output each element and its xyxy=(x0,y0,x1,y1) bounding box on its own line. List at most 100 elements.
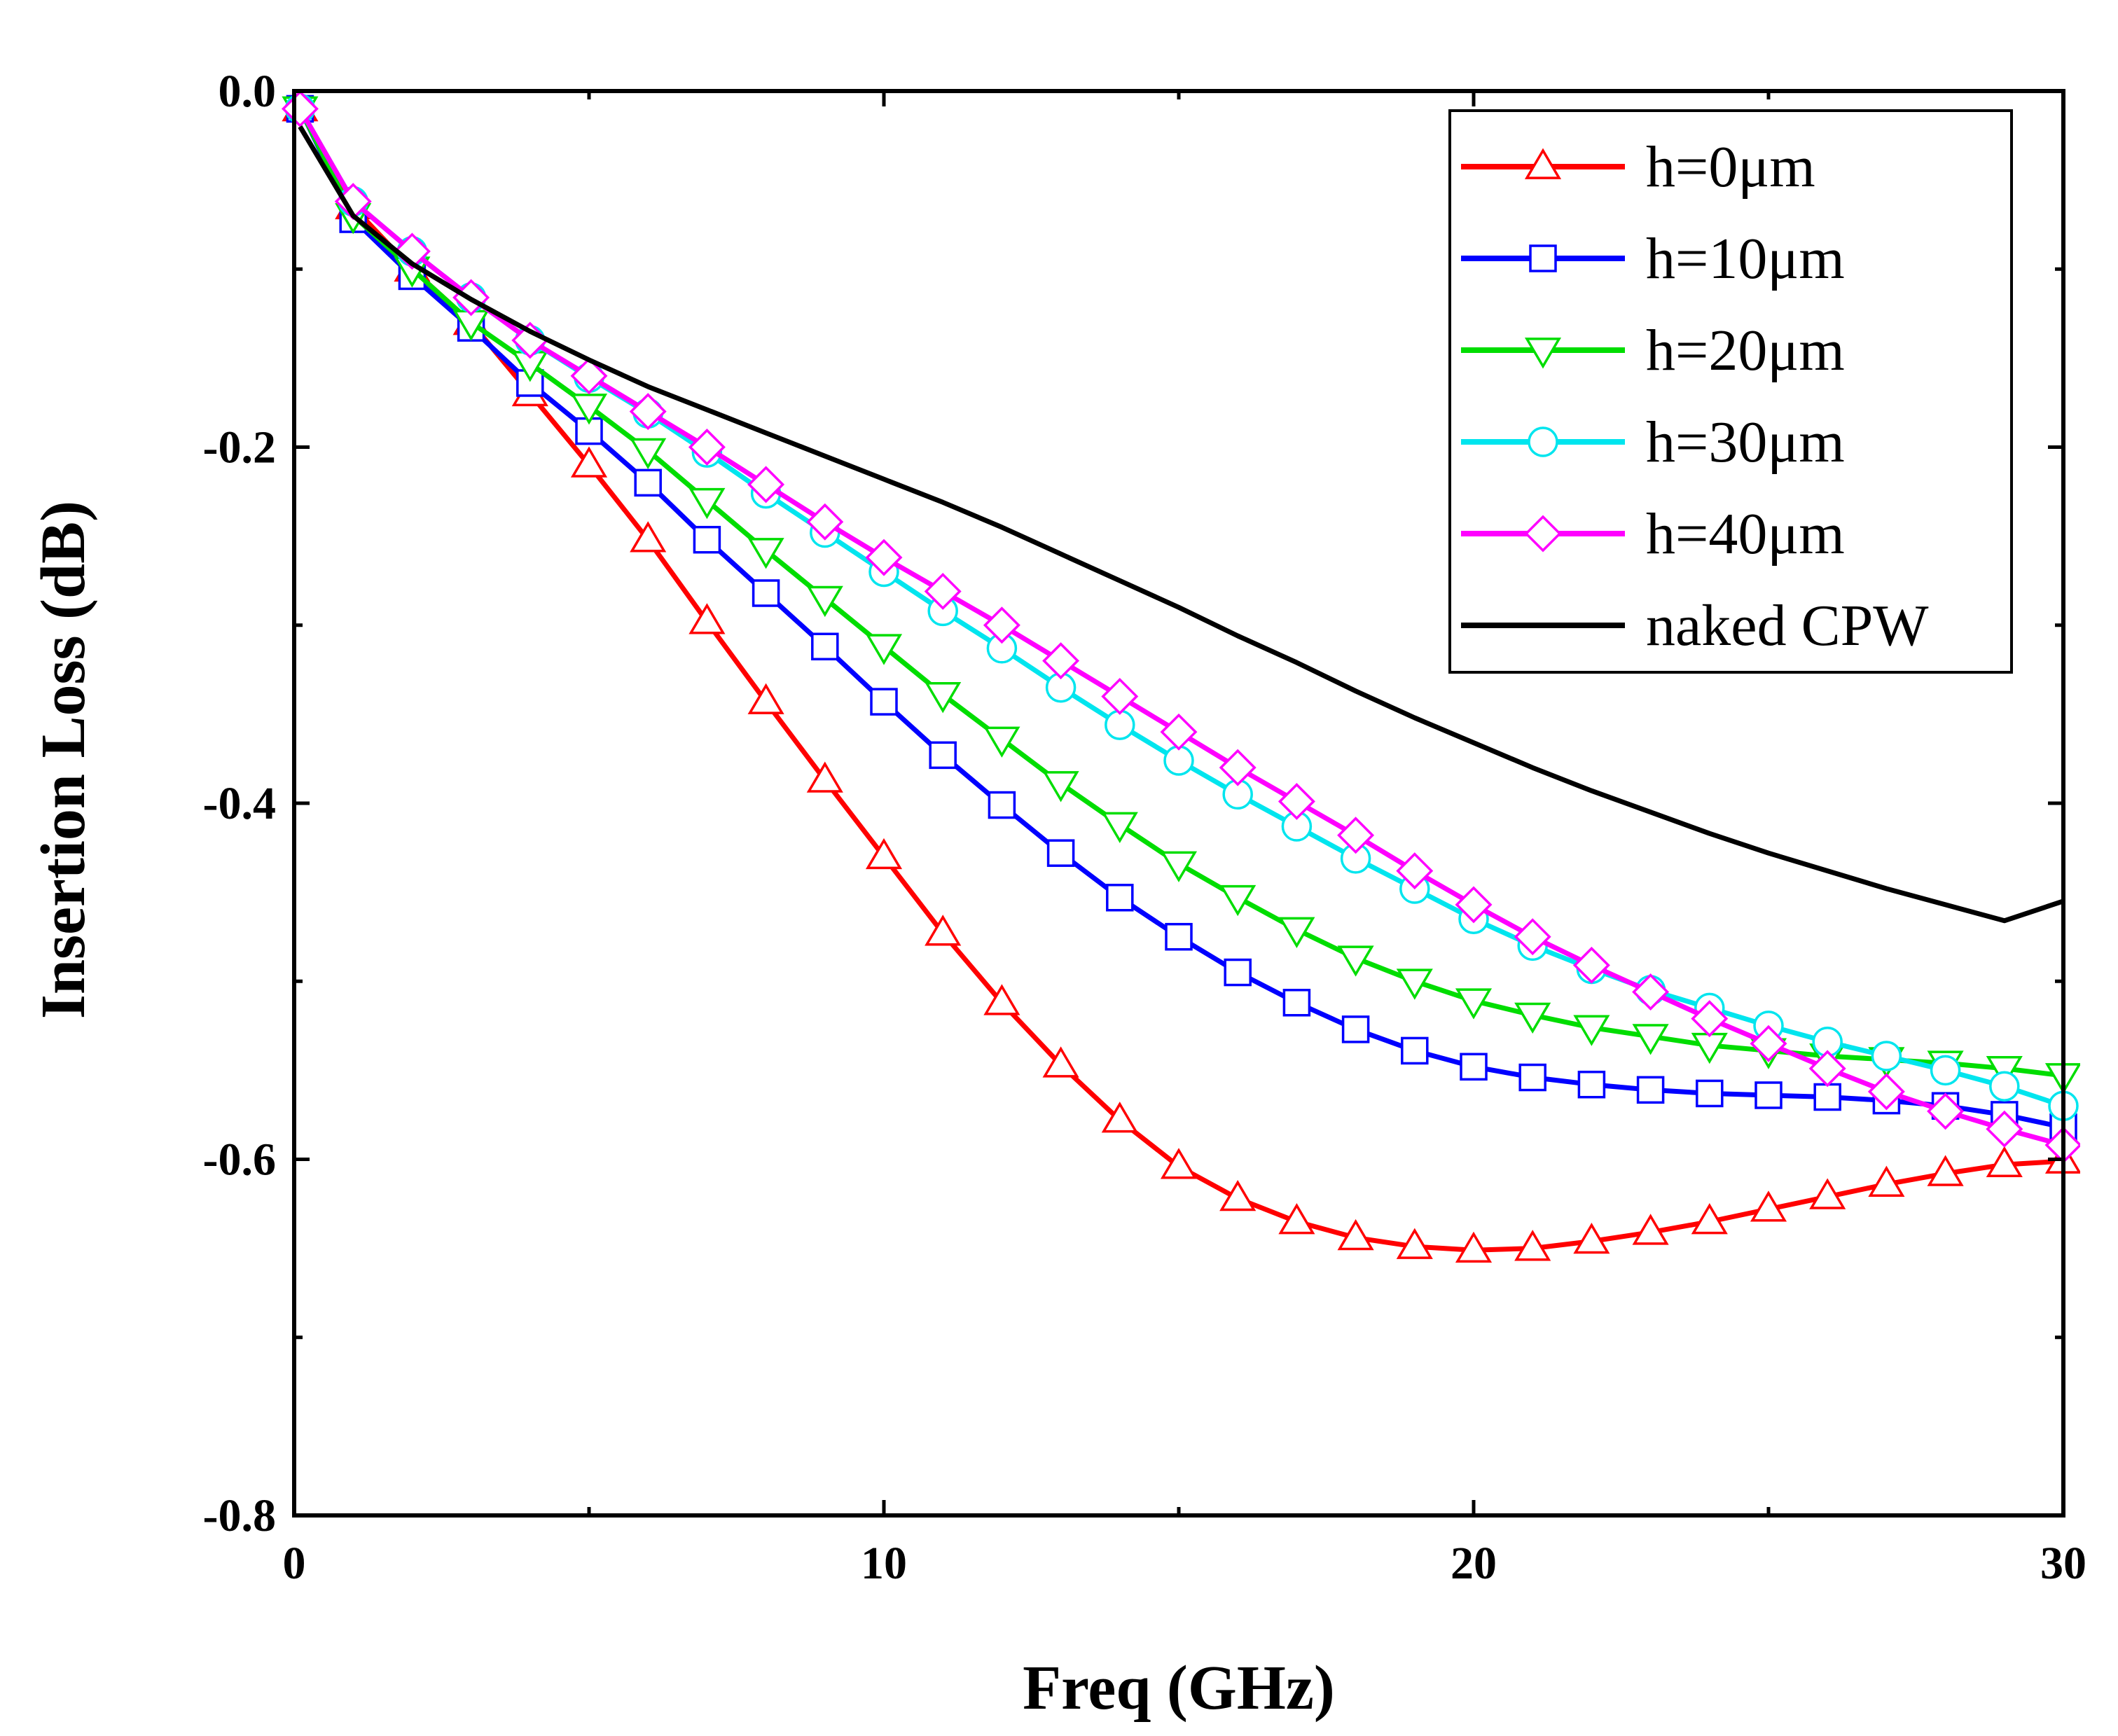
series-4-point xyxy=(1219,749,1257,786)
series-0-point xyxy=(1927,1155,1964,1186)
series-0-point xyxy=(925,915,962,946)
legend-label: naked CPW xyxy=(1646,593,1929,658)
series-4-point xyxy=(1808,1050,1846,1088)
series-0-point xyxy=(1691,1203,1728,1235)
series-2-point xyxy=(630,438,667,470)
series-1-point xyxy=(1046,839,1075,867)
series-2-point xyxy=(570,394,608,425)
y-tick-label: 0.0 xyxy=(219,66,277,117)
series-3-point xyxy=(1871,1041,1902,1071)
legend-label: h=10μm xyxy=(1646,226,1845,291)
series-4-point xyxy=(281,90,319,127)
series-2-point xyxy=(688,487,726,520)
series-0-point xyxy=(1042,1046,1079,1078)
axes-layer: 0 10 20 30 0.0 -0.2 -0.4 -0.6 -0.8 xyxy=(203,66,2086,1589)
series-1-point xyxy=(1754,1081,1783,1109)
series-1-point xyxy=(1282,989,1311,1017)
y-tick-label: -0.2 xyxy=(203,422,276,473)
series-0-point xyxy=(865,838,903,870)
series-0-point xyxy=(1514,1230,1551,1261)
legend: h=0μm h=10μm h=20μm h=30μm h=40μm naked CPW xyxy=(1448,109,2013,674)
series-2-point xyxy=(925,682,962,714)
series-1-point xyxy=(811,632,839,661)
series-0-point xyxy=(688,603,726,634)
series-4-point xyxy=(1042,642,1080,680)
series-0-point xyxy=(1219,1179,1257,1211)
series-2-point xyxy=(747,538,784,569)
legend-item: h=0μm xyxy=(1461,134,1815,200)
series-layer xyxy=(281,90,2080,1263)
series-1-point xyxy=(870,688,898,716)
series-4-point xyxy=(1927,1092,1965,1130)
y-axis-title: Insertion Loss (dB) xyxy=(29,501,98,1019)
series-3-point xyxy=(1105,709,1135,740)
series-4-point xyxy=(1750,1025,1787,1062)
series-1-point xyxy=(1341,1015,1370,1043)
series-1-point xyxy=(1518,1063,1546,1092)
legend-box xyxy=(1448,109,2013,674)
y-tick-label: -0.8 xyxy=(203,1490,276,1541)
series-0-point xyxy=(1986,1146,2023,1177)
series-2-point xyxy=(1219,884,1257,917)
legend-item: h=10μm xyxy=(1461,226,1845,291)
legend-label: h=20μm xyxy=(1646,318,1845,383)
series-4-point xyxy=(1160,713,1198,751)
x-axis-title: Freq (GHz) xyxy=(1023,1653,1335,1723)
legend-label: h=0μm xyxy=(1646,134,1815,200)
series-1-point xyxy=(1106,884,1134,912)
series-4-point xyxy=(1396,852,1434,890)
series-0-point xyxy=(1750,1190,1787,1222)
series-0-point xyxy=(1101,1102,1138,1133)
series-3-point xyxy=(1989,1071,2020,1102)
y-tick-label: -0.4 xyxy=(203,778,276,829)
series-4-point xyxy=(806,503,844,541)
series-1-point xyxy=(634,468,662,497)
series-4-point xyxy=(1867,1073,1905,1111)
legend-swatch-marker xyxy=(1524,515,1562,553)
legend-item: naked CPW xyxy=(1461,593,1929,658)
series-1-point xyxy=(1696,1079,1724,1108)
series-2-point xyxy=(1455,988,1493,1020)
x-tick-label: 0 xyxy=(283,1538,306,1589)
legend-item: h=30μm xyxy=(1461,410,1845,475)
series-0-point xyxy=(1573,1223,1610,1254)
series-0-point xyxy=(1868,1165,1905,1197)
series-2-point xyxy=(1573,1015,1610,1046)
series-4-point xyxy=(865,539,903,576)
series-0-point xyxy=(1278,1203,1315,1235)
series-4-point xyxy=(1455,886,1493,924)
legend-swatch-marker xyxy=(1529,244,1557,272)
series-1-point xyxy=(929,741,957,770)
series-0-point xyxy=(747,683,784,714)
legend-item: h=40μm xyxy=(1461,501,1845,567)
series-2-point xyxy=(983,726,1020,758)
series-1-point xyxy=(752,579,780,607)
series-1-point xyxy=(693,525,721,554)
series-4-point xyxy=(924,572,962,610)
x-tick-label: 20 xyxy=(1451,1538,1497,1589)
series-0-point xyxy=(1337,1218,1374,1251)
series-1-point xyxy=(1460,1053,1488,1081)
series-2-point xyxy=(1986,1055,2023,1088)
series-4-point xyxy=(1691,1000,1729,1038)
legend-swatch-marker xyxy=(1524,338,1562,369)
series-5 xyxy=(298,125,2065,924)
series-3-point xyxy=(1930,1055,1961,1086)
legend-item: h=20μm xyxy=(1461,318,1845,383)
series-0-point xyxy=(1809,1178,1846,1209)
series-3-point xyxy=(1163,745,1194,776)
series-4-point xyxy=(629,393,667,431)
series-4-point xyxy=(747,466,785,504)
series-4 xyxy=(281,90,2080,1164)
series-2-point xyxy=(1337,945,1374,977)
series-2-point xyxy=(1632,1024,1669,1055)
series-1-point xyxy=(1401,1036,1429,1065)
series-4-point xyxy=(983,606,1020,644)
legend-label: h=30μm xyxy=(1646,410,1845,475)
series-0-point xyxy=(806,761,843,793)
series-2-point xyxy=(1278,917,1315,948)
series-4-point xyxy=(1572,946,1610,984)
series-0-point xyxy=(1632,1214,1669,1245)
y-tick-label: -0.6 xyxy=(203,1134,276,1186)
